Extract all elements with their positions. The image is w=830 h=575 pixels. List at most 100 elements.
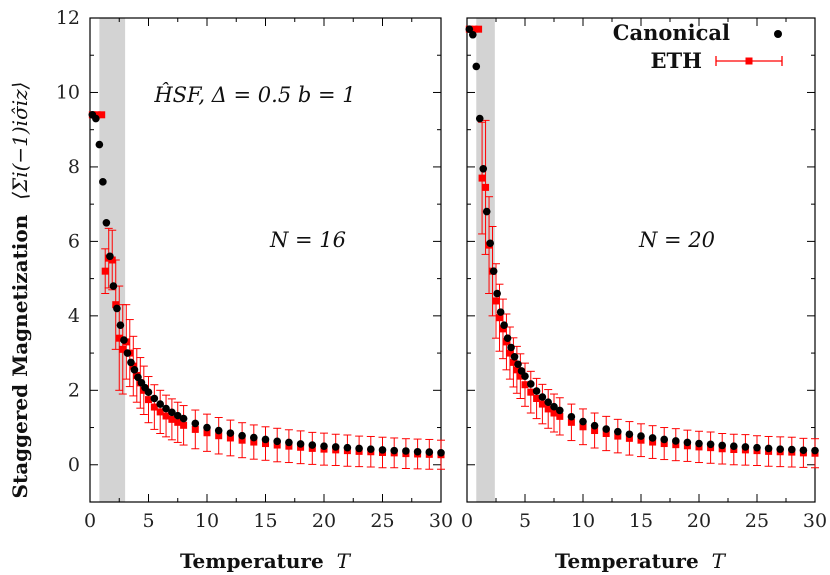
canonical-point bbox=[120, 336, 128, 344]
canonical-point bbox=[544, 398, 552, 407]
canonical-point bbox=[367, 445, 375, 453]
x-axis-title-left: Temperature T bbox=[180, 549, 352, 573]
eth-point bbox=[660, 427, 669, 461]
eth-point bbox=[167, 398, 176, 441]
y-tick-label: 4 bbox=[68, 305, 80, 327]
y-tick-label: 6 bbox=[68, 230, 80, 252]
eth-point bbox=[475, 25, 483, 33]
canonical-point bbox=[602, 425, 610, 433]
canonical-point bbox=[648, 434, 657, 442]
eth-point bbox=[179, 405, 188, 446]
canonical-point bbox=[695, 439, 703, 448]
eth-point bbox=[144, 376, 153, 424]
canonical-point bbox=[144, 388, 153, 396]
eth-point bbox=[550, 393, 558, 433]
canonical-point bbox=[567, 412, 576, 421]
eth-point bbox=[93, 111, 101, 119]
eth-point bbox=[101, 248, 110, 295]
eth-point bbox=[162, 394, 171, 438]
eth-point bbox=[526, 370, 535, 414]
canonical-point bbox=[130, 366, 139, 374]
canonical-point bbox=[475, 114, 484, 123]
canonical-point bbox=[683, 438, 692, 447]
eth-point bbox=[567, 403, 576, 442]
x-tick-label: 20 bbox=[312, 510, 336, 532]
canonical-point bbox=[413, 447, 422, 456]
eth-point bbox=[544, 389, 553, 429]
eth-point bbox=[173, 401, 182, 443]
eth-point bbox=[498, 298, 507, 360]
canonical-point bbox=[706, 440, 715, 449]
eth-point bbox=[156, 389, 165, 434]
canonical-point bbox=[390, 446, 399, 455]
canonical-point bbox=[123, 349, 132, 357]
canonical-point bbox=[730, 442, 738, 450]
annotation-n20: N = 20 bbox=[638, 228, 715, 252]
y-tick-label: 12 bbox=[56, 7, 80, 29]
canonical-point bbox=[250, 433, 258, 442]
canonical-point bbox=[799, 446, 808, 455]
canonical-point bbox=[92, 114, 100, 123]
x-tick-label: 30 bbox=[803, 510, 827, 532]
canonical-point bbox=[355, 444, 363, 453]
panel-2: 0 5 10 15 20 25 30 bbox=[461, 17, 827, 532]
canonical-point bbox=[134, 373, 142, 382]
canonical-point bbox=[273, 437, 282, 446]
canonical-point bbox=[486, 239, 495, 248]
canonical-point bbox=[788, 445, 796, 454]
eth-point bbox=[115, 285, 124, 391]
x-axis-title-right: Temperature T bbox=[555, 549, 727, 573]
eth-point bbox=[249, 424, 258, 460]
canonical-point bbox=[493, 289, 501, 298]
canonical-point bbox=[173, 411, 182, 420]
eth-point bbox=[590, 412, 599, 449]
legend: Canonical ETH bbox=[613, 20, 783, 73]
canonical-point bbox=[113, 304, 121, 313]
eth-point bbox=[191, 409, 200, 450]
eth-point bbox=[538, 383, 547, 425]
canonical-point bbox=[162, 404, 170, 413]
legend-label-eth: ETH bbox=[651, 48, 702, 73]
eth-point bbox=[492, 263, 500, 339]
canonical-point bbox=[496, 308, 505, 316]
canonical-point bbox=[507, 343, 515, 352]
canonical-point bbox=[95, 140, 104, 149]
canonical-point bbox=[191, 419, 200, 428]
canonical-point bbox=[527, 380, 535, 388]
canonical-point bbox=[718, 441, 726, 450]
eth-point bbox=[111, 259, 120, 350]
canonical-point bbox=[672, 437, 680, 445]
x-tick-label: 15 bbox=[629, 510, 653, 532]
canonical-point bbox=[109, 282, 118, 290]
canonical-point bbox=[238, 431, 246, 440]
eth-point bbox=[98, 111, 106, 119]
y-tick-label: 2 bbox=[68, 379, 80, 401]
x-tick-label: 30 bbox=[429, 510, 453, 532]
canonical-point bbox=[331, 443, 340, 451]
eth-point bbox=[555, 397, 564, 436]
x-tick-label: 10 bbox=[571, 510, 595, 532]
legend-marker-eth bbox=[715, 56, 783, 66]
x-tick-label: 0 bbox=[461, 510, 473, 532]
canonical-point bbox=[482, 207, 491, 216]
x-axis-title-left-text: Temperature bbox=[180, 549, 324, 573]
x-tick-label: 25 bbox=[745, 510, 769, 532]
canonical-point bbox=[521, 372, 529, 380]
canonical-point bbox=[489, 267, 498, 275]
y-tick-label: 8 bbox=[68, 156, 80, 178]
x-axis-title-right-text: Temperature bbox=[555, 549, 699, 573]
panel-1: 0 2 4 6 8 10 12 0 5 10 15 20 25 30 bbox=[56, 7, 453, 532]
canonical-point bbox=[425, 448, 434, 456]
canonical-point bbox=[660, 435, 668, 444]
canonical-point bbox=[637, 432, 645, 440]
canonical-point bbox=[296, 440, 305, 448]
canonical-point bbox=[437, 449, 445, 457]
eth-point bbox=[613, 418, 622, 454]
x-axis-title-right-symbol: T bbox=[712, 549, 727, 573]
x-tick-label: 25 bbox=[370, 510, 394, 532]
canonical-point bbox=[116, 321, 125, 329]
canonical-point bbox=[469, 30, 477, 39]
canonical-point bbox=[203, 423, 211, 432]
canonical-point bbox=[532, 387, 541, 395]
